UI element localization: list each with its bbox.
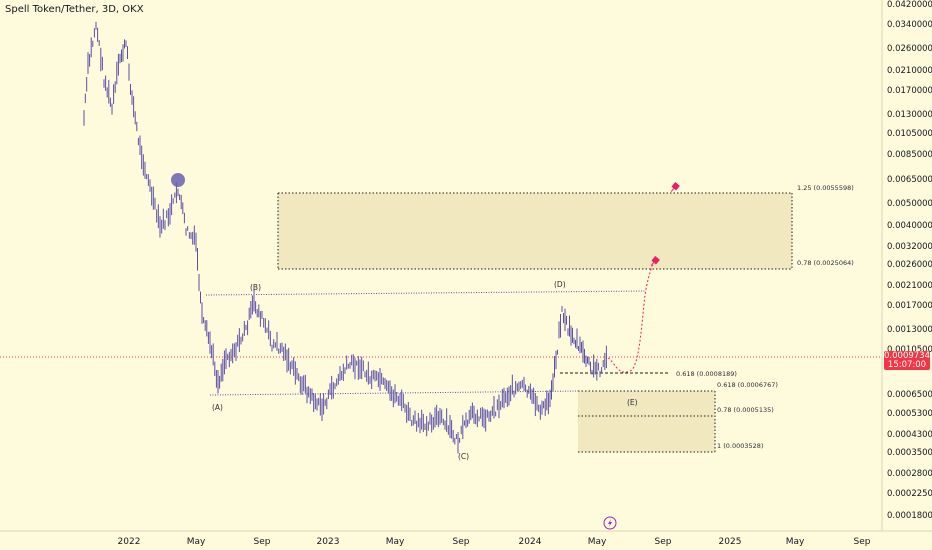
bar-countdown: 15:07:00 [887,360,927,370]
wave-label-a: (A) [212,403,223,412]
price-candles [83,21,607,454]
time-tick-label: May [386,537,405,547]
price-tick-label: 0.0065000 [887,175,932,185]
pushpin-icon[interactable] [669,182,680,194]
upper-target-zone [278,193,792,269]
fib-label-lower-mid: 0.78 (0.0005135) [717,406,774,414]
time-tick-label: Sep [453,537,470,547]
price-tick-label: 0.0085000 [887,150,932,160]
current-price-badge: 0.0009734 15:07:00 [884,351,930,370]
price-tick-label: 0.0006500 [887,390,932,400]
time-tick-label: 2022 [118,537,141,547]
price-axis[interactable]: 0.0420000 0.0340000 0.0260000 0.0210000 0.01… [887,0,932,521]
price-tick-label: 0.0010500 [887,345,932,355]
fib-label-upper-bottom: 0.78 (0.0025064) [797,259,854,267]
fib-label-upper-top: 1.25 (0.0055598) [797,184,854,192]
price-tick-label: 0.0002250 [887,489,932,499]
wave-label-c: (C) [458,452,469,461]
price-tick-label: 0.0002800 [887,469,932,479]
time-tick-label: Sep [655,537,672,547]
lower-target-zone [578,391,715,452]
price-tick-label: 0.0013000 [887,325,932,335]
price-tick-label: 0.0050000 [887,199,932,209]
time-tick-label: Sep [254,537,271,547]
price-tick-label: 0.0005300 [887,409,932,419]
time-tick-label: May [786,537,805,547]
lightning-bolt-icon[interactable] [603,516,617,530]
highlight-marker [171,173,185,187]
time-tick-label: 2025 [719,537,742,547]
price-tick-label: 0.0340000 [887,20,932,30]
pushpin-icon[interactable] [649,256,660,268]
price-tick-label: 0.0004300 [887,430,932,440]
price-tick-label: 0.0026000 [887,260,932,270]
price-tick-label: 0.0040000 [887,221,932,231]
fib-label-lower-bottom: 1 (0.0003528) [717,442,763,450]
time-tick-label: May [187,537,206,547]
price-tick-label: 0.0021000 [887,281,932,291]
fib-label-mid: 0.618 (0.0008189) [676,370,737,378]
time-tick-label: 2023 [317,537,340,547]
range-high-line [205,290,646,296]
price-tick-label: 0.0017000 [887,301,932,311]
wave-label-d: (D) [554,280,566,289]
price-tick-label: 0.0420000 [887,0,932,10]
chart-title: Spell Token/Tether, 3D, OKX [5,4,144,15]
fib-label-lower-top: 0.618 (0.0006767) [717,381,778,389]
price-tick-label: 0.0003500 [887,448,932,458]
time-tick-label: 2024 [519,537,542,547]
wave-label-b: (B) [250,283,261,292]
price-tick-label: 0.0170000 [887,86,932,96]
wave-label-e: (E) [627,398,638,407]
projection-path [607,262,654,373]
price-tick-label: 0.0105000 [887,129,932,139]
time-tick-label: Sep [854,537,871,547]
time-axis[interactable]: 2022 May Sep 2023 May Sep 2024 May Sep 2025 May Sep [118,537,871,547]
price-tick-label: 0.0032000 [887,242,932,252]
time-tick-label: May [588,537,607,547]
price-tick-label: 0.0001800 [887,511,932,521]
current-price-value: 0.0009734 [884,351,930,361]
price-tick-label: 0.0210000 [887,66,932,76]
price-tick-label: 0.0260000 [887,44,932,54]
price-tick-label: 0.0130000 [887,110,932,120]
